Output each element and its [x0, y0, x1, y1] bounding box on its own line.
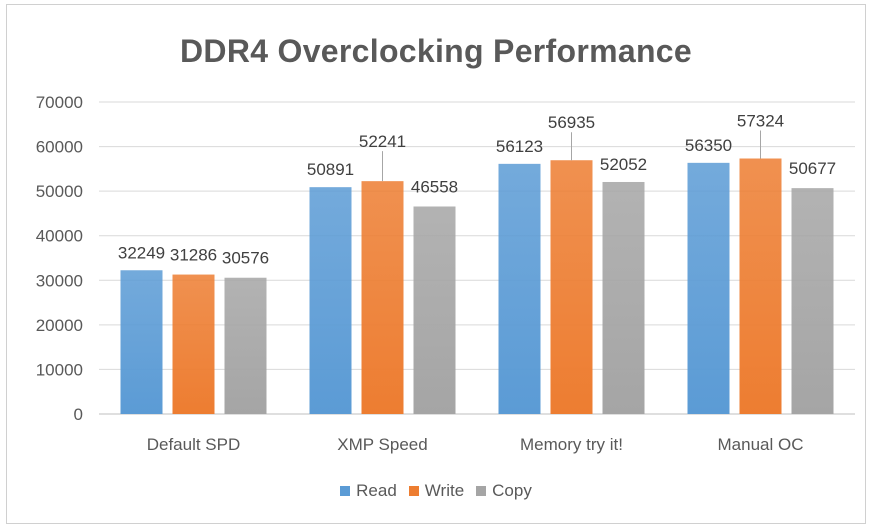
x-category-label: Manual OC: [718, 435, 804, 454]
data-label: 32249: [118, 243, 165, 262]
data-label: 57324: [737, 111, 784, 130]
bar-copy: [224, 277, 267, 414]
legend-item: Copy: [476, 481, 532, 501]
bar-write: [739, 158, 782, 414]
y-tick-label: 70000: [36, 93, 83, 112]
y-tick-label: 20000: [36, 316, 83, 335]
data-label: 56123: [496, 137, 543, 156]
y-tick-label: 10000: [36, 360, 83, 379]
legend-label: Read: [356, 481, 397, 500]
bar-copy: [413, 206, 456, 414]
data-label: 46558: [411, 177, 458, 196]
y-tick-label: 30000: [36, 271, 83, 290]
data-label: 50677: [789, 159, 836, 178]
x-category-label: Default SPD: [147, 435, 241, 454]
bar-copy: [791, 188, 834, 414]
y-tick-label: 0: [74, 405, 83, 424]
chart-title: DDR4 Overclocking Performance: [180, 33, 692, 69]
bar-write: [172, 274, 215, 414]
legend-label: Copy: [492, 481, 532, 500]
x-category-label: XMP Speed: [337, 435, 427, 454]
data-label: 52241: [359, 132, 406, 151]
bar-read: [309, 187, 352, 414]
data-label: 50891: [307, 160, 354, 179]
legend-swatch: [408, 486, 419, 496]
y-tick-label: 50000: [36, 182, 83, 201]
legend-swatch: [340, 486, 351, 496]
legend-item: Write: [408, 481, 465, 501]
data-label: 52052: [600, 155, 647, 174]
data-label: 56350: [685, 136, 732, 155]
legend-label: Write: [424, 481, 465, 500]
bar-write: [361, 181, 404, 414]
chart-container: DDR4 Overclocking Performance 0 10000 2000…: [6, 4, 866, 524]
bar-read: [120, 270, 163, 414]
data-label: 56935: [548, 113, 595, 132]
bar-copy: [602, 181, 645, 414]
x-category-label: Memory try it!: [520, 435, 623, 454]
chart-plot: 0 10000 20000 30000 40000 50000 60000 70000 3224…: [36, 93, 855, 454]
legend-swatch: [476, 486, 487, 496]
data-label: 31286: [170, 246, 217, 265]
y-tick-label: 40000: [36, 227, 83, 246]
data-label: 30576: [222, 249, 269, 268]
bar-read: [498, 163, 541, 414]
bar-read: [687, 162, 730, 414]
chart-legend: Read Write Copy: [7, 481, 865, 501]
y-tick-label: 60000: [36, 138, 83, 157]
legend-item: Read: [340, 481, 397, 501]
bar-write: [550, 160, 593, 414]
